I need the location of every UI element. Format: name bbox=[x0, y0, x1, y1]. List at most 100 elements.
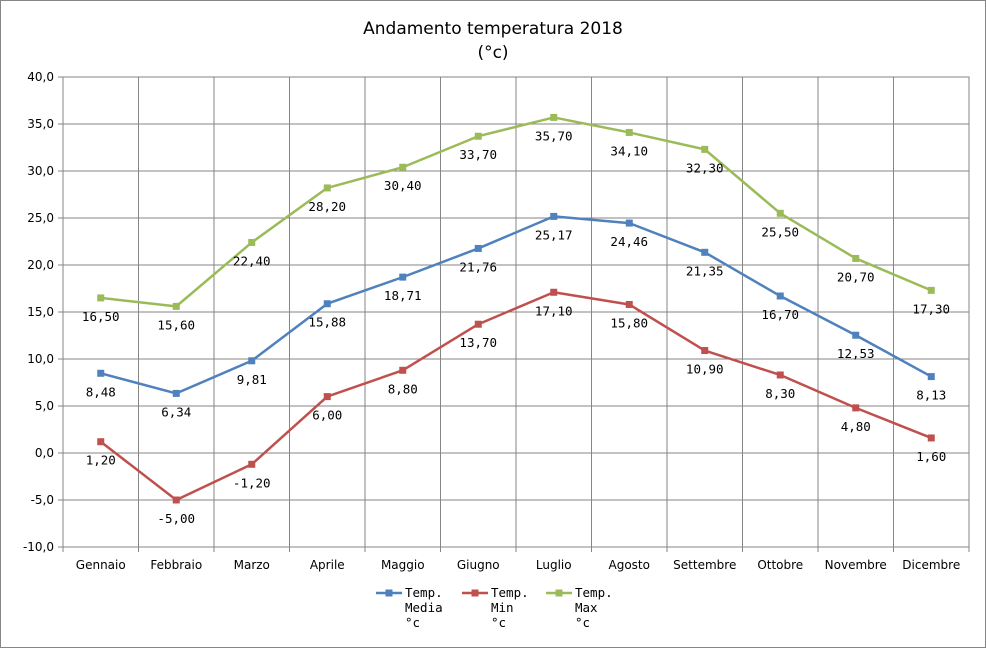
data-label: 13,70 bbox=[459, 335, 497, 350]
data-label: -5,00 bbox=[157, 511, 195, 526]
data-label: 32,30 bbox=[686, 160, 724, 175]
data-point bbox=[550, 288, 558, 296]
x-tick-label: Giugno bbox=[457, 558, 500, 572]
data-point bbox=[776, 371, 784, 379]
grid bbox=[62, 76, 970, 548]
data-point bbox=[625, 128, 633, 136]
legend-label: Max bbox=[575, 600, 598, 615]
data-point bbox=[852, 331, 860, 339]
legend-label: °c bbox=[491, 615, 506, 630]
y-tick-label: 30,0 bbox=[27, 164, 54, 178]
x-tick-label: Luglio bbox=[536, 558, 572, 572]
data-point bbox=[927, 286, 935, 294]
x-tick-label: Aprile bbox=[310, 558, 345, 572]
y-tick-label: 5,0 bbox=[35, 399, 54, 413]
data-label: 30,40 bbox=[384, 178, 422, 193]
data-point bbox=[248, 460, 256, 468]
data-point bbox=[399, 366, 407, 374]
data-label: 8,80 bbox=[388, 381, 418, 396]
data-label: 35,70 bbox=[535, 128, 573, 143]
data-point bbox=[550, 212, 558, 220]
data-point bbox=[399, 163, 407, 171]
data-label: 16,70 bbox=[761, 307, 799, 322]
x-tick-label: Maggio bbox=[381, 558, 425, 572]
series-group bbox=[97, 113, 935, 504]
data-label: 28,20 bbox=[308, 199, 346, 214]
data-point bbox=[172, 302, 180, 310]
y-tick-label: 35,0 bbox=[27, 117, 54, 131]
y-tick-label: 25,0 bbox=[27, 211, 54, 225]
data-point bbox=[474, 320, 482, 328]
legend-label: Temp. bbox=[575, 585, 613, 600]
data-label: 8,48 bbox=[86, 384, 116, 399]
data-point bbox=[776, 209, 784, 217]
data-point bbox=[399, 273, 407, 281]
legend-marker bbox=[385, 589, 393, 597]
legend-marker bbox=[471, 589, 479, 597]
data-label: 6,00 bbox=[312, 408, 342, 423]
data-label: 33,70 bbox=[459, 147, 497, 162]
data-label: 20,70 bbox=[837, 269, 875, 284]
x-tick-label: Novembre bbox=[825, 558, 887, 572]
y-tick-label: 40,0 bbox=[27, 70, 54, 84]
x-tick-label: Marzo bbox=[234, 558, 270, 572]
data-point bbox=[701, 347, 709, 355]
chart-title: Andamento temperatura 2018 bbox=[363, 19, 623, 39]
y-tick-label: -10,0 bbox=[23, 540, 54, 554]
data-label: 4,80 bbox=[841, 419, 871, 434]
data-label: 25,50 bbox=[761, 224, 799, 239]
x-tick-label: Agosto bbox=[609, 558, 650, 572]
data-point bbox=[474, 244, 482, 252]
data-point bbox=[625, 300, 633, 308]
data-point bbox=[248, 238, 256, 246]
legend-label: °c bbox=[405, 615, 420, 630]
data-point bbox=[248, 357, 256, 365]
data-label: 21,35 bbox=[686, 263, 724, 278]
data-label: 17,30 bbox=[912, 301, 950, 316]
data-point bbox=[172, 389, 180, 397]
data-point bbox=[927, 434, 935, 442]
legend-marker bbox=[555, 589, 563, 597]
data-label: 18,71 bbox=[384, 288, 422, 303]
data-label: 15,88 bbox=[308, 315, 346, 330]
chart-subtitle: (°c) bbox=[477, 43, 508, 63]
data-point bbox=[701, 248, 709, 256]
data-label: 16,50 bbox=[82, 309, 120, 324]
data-label: 22,40 bbox=[233, 253, 271, 268]
y-tick-label: 20,0 bbox=[27, 258, 54, 272]
data-label: 10,90 bbox=[686, 362, 724, 377]
series-line bbox=[99, 291, 932, 502]
data-label: 9,81 bbox=[237, 372, 267, 387]
data-point bbox=[852, 254, 860, 262]
x-tick-label: Ottobre bbox=[757, 558, 803, 572]
x-tick-label: Febbraio bbox=[150, 558, 202, 572]
data-label: 15,80 bbox=[610, 315, 648, 330]
data-label: 1,20 bbox=[86, 453, 116, 468]
data-label: 25,17 bbox=[535, 227, 573, 242]
legend-label: Temp. bbox=[491, 585, 529, 600]
data-point bbox=[97, 369, 105, 377]
legend-label: Temp. bbox=[405, 585, 443, 600]
legend-label: Min bbox=[491, 600, 514, 615]
data-point bbox=[852, 404, 860, 412]
legend-label: Media bbox=[405, 600, 443, 615]
y-tick-label: 10,0 bbox=[27, 352, 54, 366]
data-label: 21,76 bbox=[459, 259, 497, 274]
data-point bbox=[323, 393, 331, 401]
data-label: 15,60 bbox=[157, 317, 195, 332]
data-point bbox=[97, 438, 105, 446]
data-point bbox=[927, 373, 935, 381]
data-label: 34,10 bbox=[610, 143, 648, 158]
data-labels: 8,48 6,34 9,81 15,88 18,71 21,76 25,17 24,46 21,… bbox=[82, 128, 950, 526]
axes: -10,0 -5,0 0,0 5,0 10,0 15,0 20,0 25,0 30,0 35,0 4… bbox=[23, 70, 970, 572]
data-point bbox=[97, 294, 105, 302]
data-point bbox=[323, 184, 331, 192]
legend-label: °c bbox=[575, 615, 590, 630]
data-point bbox=[550, 113, 558, 121]
data-point bbox=[625, 219, 633, 227]
data-label: -1,20 bbox=[233, 475, 271, 490]
y-tick-label: -5,0 bbox=[31, 493, 54, 507]
